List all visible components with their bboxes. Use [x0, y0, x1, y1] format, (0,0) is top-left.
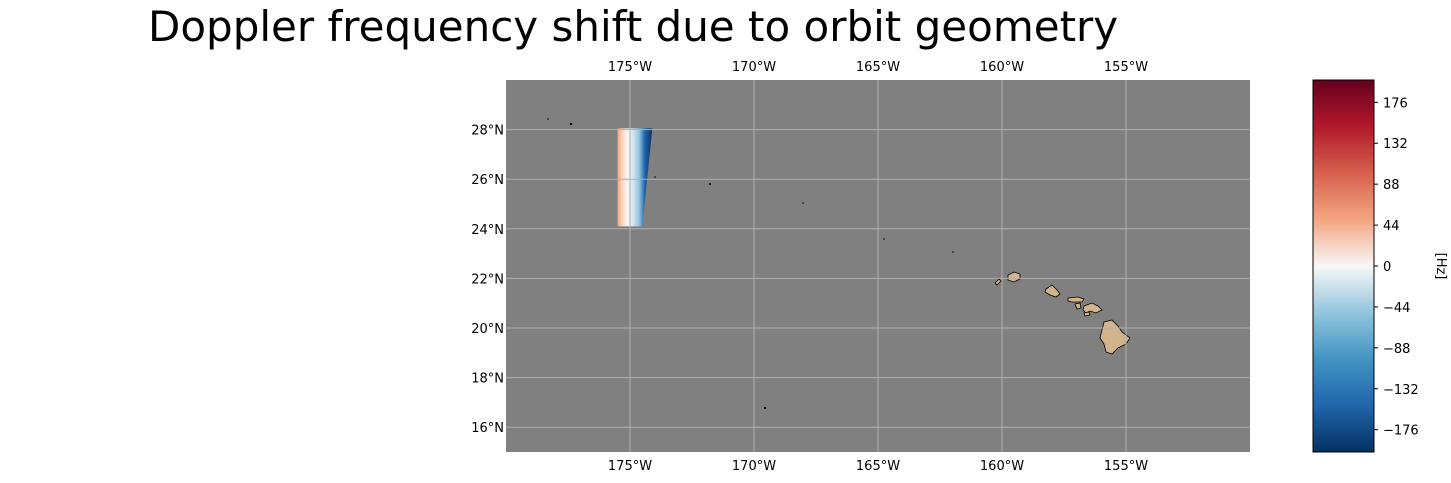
- islet-1: [763, 406, 767, 410]
- lon-label-top: 160°W: [980, 60, 1024, 75]
- lon-label-bottom: 175°W: [608, 459, 652, 474]
- lon-label-bottom: 170°W: [732, 459, 776, 474]
- island-kauai: [1007, 271, 1021, 283]
- colorbar-tick-label: 176: [1383, 96, 1408, 111]
- lat-label: 22°N: [471, 272, 504, 287]
- island-niihau: [994, 278, 1002, 286]
- island-molokai: [1067, 296, 1085, 303]
- lon-label-bottom: 165°W: [856, 459, 900, 474]
- colorbar-tick-label: 88: [1383, 178, 1400, 193]
- colorbar-tick-labels: −176 −132 −88 −44 0 44 88 132 176: [1383, 96, 1419, 438]
- lon-label-top: 170°W: [732, 60, 776, 75]
- lon-label-bottom: 155°W: [1104, 459, 1148, 474]
- island-lanai: [1074, 302, 1082, 310]
- lat-label: 28°N: [471, 124, 504, 139]
- colorbar-tick-label: 44: [1383, 219, 1400, 234]
- islet-5: [709, 183, 711, 185]
- lon-label-top: 165°W: [856, 60, 900, 75]
- colorbar-tick-label: −176: [1383, 424, 1419, 439]
- lat-label: 16°N: [471, 421, 504, 436]
- islet-7: [569, 122, 573, 126]
- lon-label-top: 175°W: [608, 60, 652, 75]
- colorbar-label: [Hz]: [1433, 253, 1448, 280]
- islet-8: [547, 118, 549, 120]
- lat-label: 18°N: [471, 372, 504, 387]
- lat-label: 26°N: [471, 173, 504, 188]
- island-maui: [1082, 302, 1103, 314]
- island-kahoolawe: [1083, 311, 1091, 317]
- islet-3: [883, 238, 885, 240]
- chart-title: Doppler frequency shift due to orbit geo…: [148, 2, 1119, 51]
- lon-label-top: 155°W: [1104, 60, 1148, 75]
- lon-label-bottom: 160°W: [980, 459, 1024, 474]
- islet-6: [654, 176, 656, 178]
- colorbar-tick-label: −88: [1383, 342, 1410, 357]
- lat-label: 20°N: [471, 322, 504, 337]
- island-oahu: [1044, 284, 1061, 298]
- colorbar: [1312, 79, 1375, 453]
- lon-labels-top: 175°W 170°W 165°W 160°W 155°W: [608, 60, 1148, 75]
- gridlines: [506, 80, 1250, 452]
- islet-2: [952, 251, 954, 253]
- colorbar-tick-label: 0: [1383, 260, 1391, 275]
- colorbar-tick-label: −44: [1383, 301, 1410, 316]
- doppler-swath: [617, 128, 653, 227]
- islet-4: [802, 202, 804, 204]
- lon-labels-bottom: 175°W 170°W 165°W 160°W 155°W: [608, 459, 1148, 474]
- colorbar-tick-label: 132: [1383, 137, 1408, 152]
- colorbar-tick-label: −132: [1383, 383, 1419, 398]
- lat-labels: 16°N 18°N 20°N 22°N 24°N 26°N 28°N: [471, 124, 504, 437]
- colorbar-ticks: [1374, 101, 1378, 431]
- lat-label: 24°N: [471, 223, 504, 238]
